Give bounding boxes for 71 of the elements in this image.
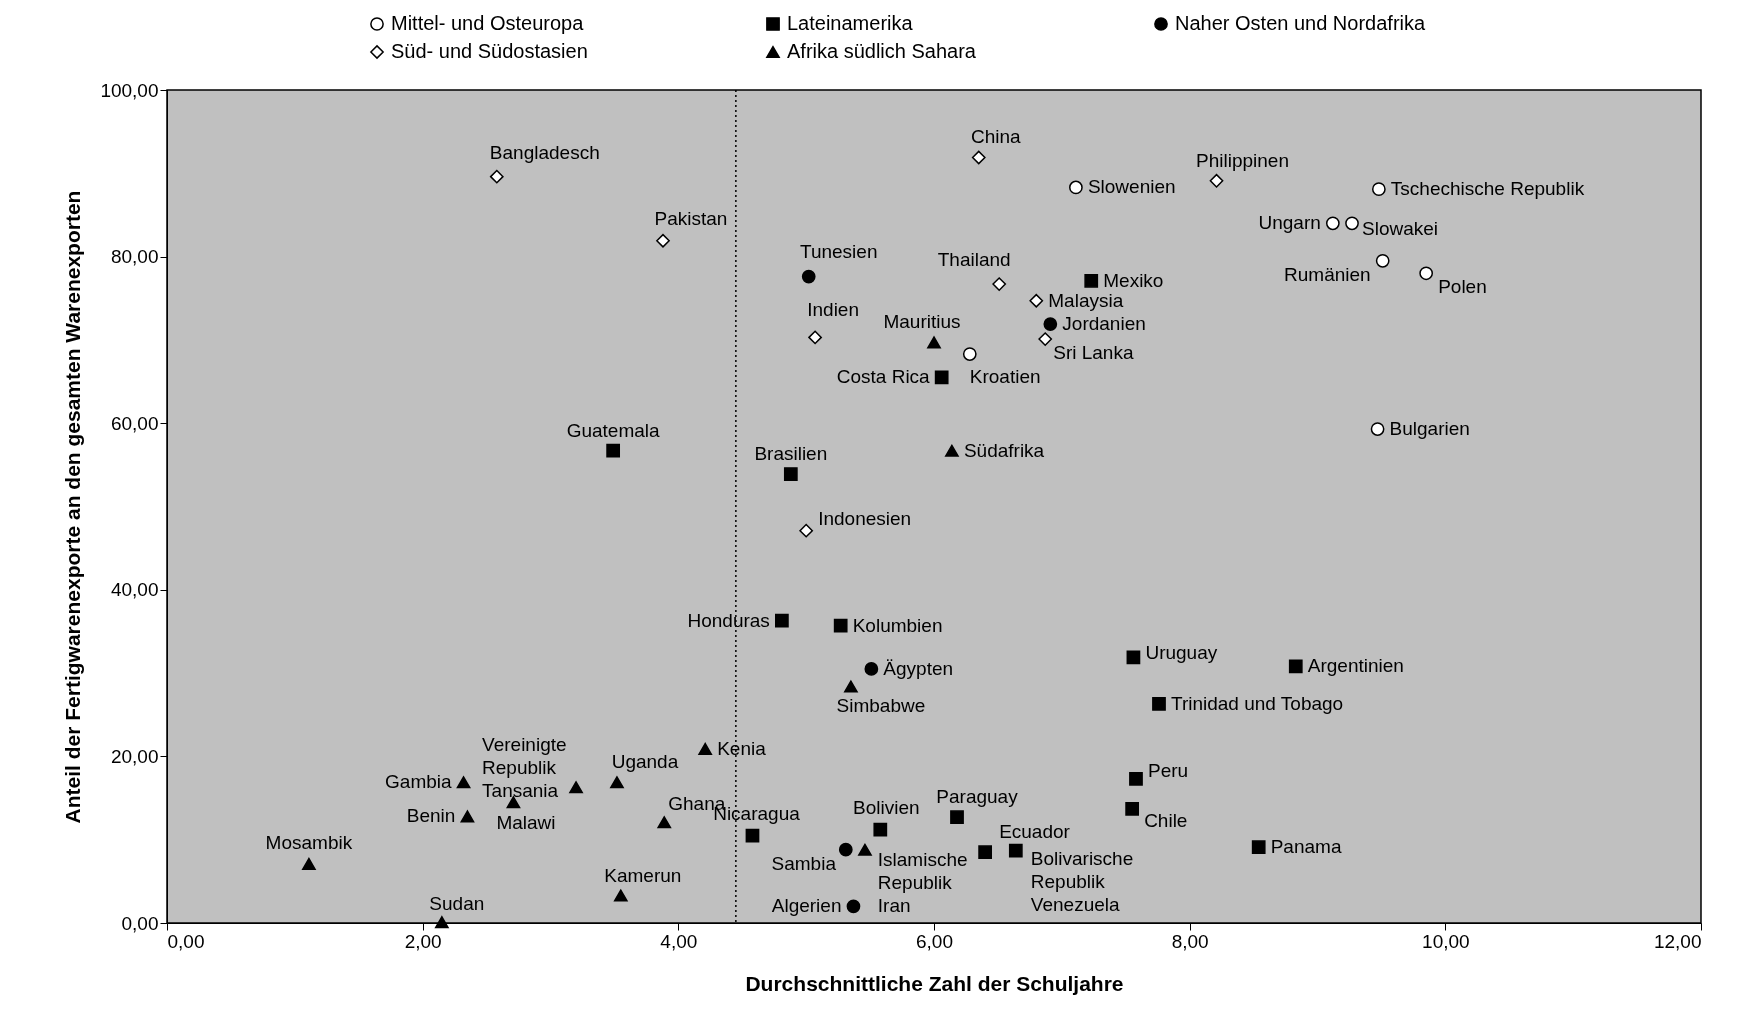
annotation: Ungarn xyxy=(1258,212,1321,234)
annotation: Mexiko xyxy=(1103,269,1164,291)
annotation: Honduras xyxy=(687,609,770,631)
x-tick-label: 12,00 xyxy=(1653,930,1702,952)
annotation: Argentinien xyxy=(1307,655,1404,677)
annotation: Simbabwe xyxy=(836,695,926,717)
y-tick-label: 100,00 xyxy=(100,79,159,101)
annotation: Bolivarische Republik Venezuela xyxy=(1030,847,1134,915)
annotation: Bulgarien xyxy=(1389,418,1470,440)
annotation: Philippinen xyxy=(1196,149,1289,171)
annotation: Tschechische Republik xyxy=(1390,178,1585,200)
annotation: Kolumbien xyxy=(852,614,943,636)
y-tick-label: 20,00 xyxy=(110,745,159,767)
annotation: Uruguay xyxy=(1145,642,1218,664)
y-tick-label: 0,00 xyxy=(121,912,159,934)
y-axis-title: Anteil der Fertigwarenexporte an den gesamten Warenexporten xyxy=(61,190,85,824)
annotation: Jordanien xyxy=(1062,313,1146,335)
annotation: Slowakei xyxy=(1362,218,1439,240)
annotation: Pakistan xyxy=(654,207,728,229)
annotation: Slowenien xyxy=(1087,176,1176,198)
x-tick-label: 0,00 xyxy=(167,930,205,952)
legend-label: Naher Osten und Nordafrika xyxy=(1175,12,1426,34)
x-tick-label: 4,00 xyxy=(660,930,698,952)
annotation: Brasilien xyxy=(754,443,828,465)
x-tick-label: 10,00 xyxy=(1422,930,1470,952)
legend-label: Lateinamerika xyxy=(787,12,914,34)
annotation: Benin xyxy=(406,805,456,827)
annotation: Rumänien xyxy=(1284,263,1371,285)
annotation: Gambia xyxy=(385,771,452,793)
annotation: Polen xyxy=(1438,276,1487,298)
annotation: Vereinigte Republik Tansania xyxy=(482,734,567,802)
annotation: Tunesien xyxy=(799,240,878,262)
annotation: Mosambik xyxy=(265,831,353,853)
annotation: Costa Rica xyxy=(836,366,931,388)
y-tick-label: 40,00 xyxy=(110,579,159,601)
annotation: Mauritius xyxy=(883,311,961,333)
annotation: Kroatien xyxy=(969,366,1041,388)
annotation: Bangladesch xyxy=(489,141,600,163)
annotation: Trinidad und Tobago xyxy=(1170,692,1344,714)
annotation: Thailand xyxy=(937,249,1011,271)
annotation: Malaysia xyxy=(1048,289,1124,311)
annotation: Uganda xyxy=(611,751,679,773)
annotation: Südafrika xyxy=(963,439,1045,461)
annotation: Bolivien xyxy=(853,796,920,818)
y-tick-label: 80,00 xyxy=(110,246,159,268)
legend-label: Afrika südlich Sahara xyxy=(787,40,977,62)
annotation: China xyxy=(970,126,1021,148)
annotation: Chile xyxy=(1144,809,1188,831)
annotation: Indien xyxy=(807,299,860,321)
annotation: Algerien xyxy=(771,895,842,917)
annotation: Ecuador xyxy=(999,821,1071,843)
annotation: Islamische Republik Iran xyxy=(877,848,968,916)
annotation: Kamerun xyxy=(604,864,682,886)
x-tick-label: 8,00 xyxy=(1171,930,1209,952)
annotation: Sambia xyxy=(771,852,837,874)
x-tick-label: 2,00 xyxy=(404,930,442,952)
x-axis-title: Durchschnittliche Zahl der Schuljahre xyxy=(745,971,1124,995)
x-tick-label: 6,00 xyxy=(916,930,953,952)
annotation: Indonesien xyxy=(818,507,912,529)
annotation: Paraguay xyxy=(936,786,1019,808)
annotation: Sri Lanka xyxy=(1053,342,1134,364)
annotation: Peru xyxy=(1147,759,1189,781)
annotation: Guatemala xyxy=(566,419,661,441)
annotation: Malawi xyxy=(496,812,556,834)
legend-label: Süd- und Südostasien xyxy=(391,40,588,62)
y-tick-label: 60,00 xyxy=(110,412,159,434)
annotation: Ägypten xyxy=(883,657,954,679)
annotation: Sudan xyxy=(429,893,485,915)
legend-label: Mittel- und Osteuropa xyxy=(391,12,585,34)
annotation: Kenia xyxy=(717,737,767,759)
annotation: Panama xyxy=(1270,836,1342,858)
